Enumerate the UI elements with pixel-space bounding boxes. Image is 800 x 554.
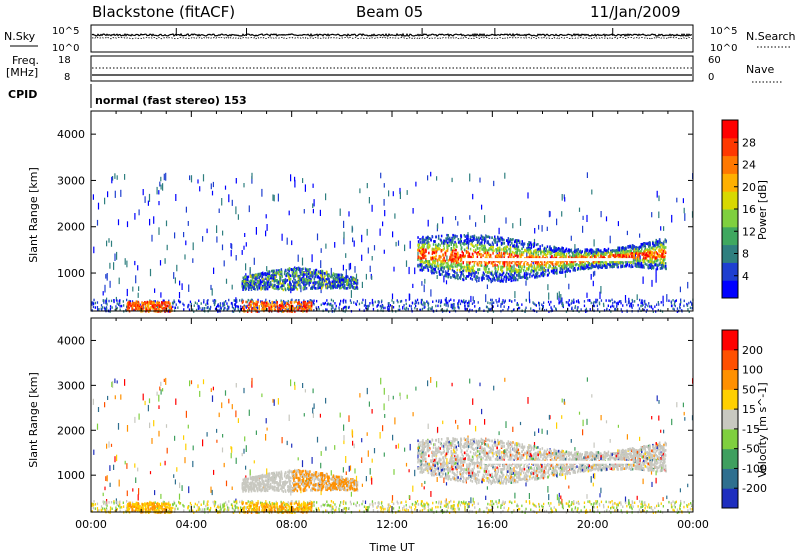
- power-colorbar-swatch: [722, 120, 738, 139]
- power-data-layer: [91, 171, 694, 313]
- noise-traces: [91, 28, 692, 40]
- power-colorbar-swatch: [722, 209, 738, 228]
- nsky-tick-top: 10^5: [52, 26, 79, 37]
- velocity-colorbar-swatch: [722, 389, 738, 410]
- velocity-panel: 1000 2000 3000 4000 00:00 04:00 08:00 12:00 16:…: [27, 317, 709, 554]
- freq-unit: [MHz]: [6, 66, 38, 79]
- power-colorbar-swatch: [722, 262, 738, 281]
- velocity-x-axis: 00:00 04:00 08:00 12:00 16:00 20:00 00:00: [75, 318, 709, 531]
- velocity-colorbar-tick: -15: [742, 423, 760, 436]
- power-colorbar-swatch: [722, 173, 738, 192]
- y-tick-label: 4000: [57, 334, 85, 347]
- velocity-ylabel: Slant Range [km]: [27, 372, 40, 468]
- power-colorbar-swatch: [722, 280, 738, 299]
- nsky-trace: [91, 32, 692, 38]
- beam-title: Beam 05: [356, 3, 423, 21]
- power-colorbar-tick: 16: [742, 203, 756, 216]
- velocity-colorbar: 200 100 50 15 -15 -50 -100 -200: [721, 329, 767, 509]
- velocity-colorbar-swatch: [722, 428, 738, 450]
- power-colorbar-tick: 28: [742, 136, 756, 149]
- nave-tick-bottom: 0: [708, 72, 714, 83]
- power-colorbar-swatch: [722, 191, 738, 210]
- power-ylabel: Slant Range [km]: [27, 167, 40, 263]
- power-colorbar-swatch: [722, 226, 738, 246]
- nave-tick-top: 60: [708, 55, 721, 66]
- freq-tick-top: 18: [58, 55, 71, 66]
- nsky-label: N.Sky: [4, 30, 36, 43]
- velocity-colorbar-tick: -100: [742, 462, 767, 475]
- power-colorbar-swatch: [722, 244, 738, 263]
- nsearch-label: N.Search: [746, 30, 796, 43]
- nsearch-tick-top: 10^5: [710, 26, 737, 37]
- velocity-data-layer: [91, 377, 694, 514]
- x-tick-label: 00:00: [677, 518, 709, 531]
- power-colorbar-label: Power [dB]: [756, 180, 769, 240]
- x-tick-label: 00:00: [75, 518, 107, 531]
- velocity-colorbar-swatch: [722, 369, 738, 390]
- power-colorbar-tick: 20: [742, 181, 756, 194]
- nsearch-tick-bottom: 10^0: [710, 43, 737, 54]
- cpid-label: CPID: [8, 88, 37, 101]
- x-tick-label: 04:00: [175, 518, 207, 531]
- x-tick-label: 12:00: [376, 518, 408, 531]
- freq-label: Freq.: [12, 54, 39, 67]
- time-axis-label: Time UT: [368, 541, 414, 554]
- power-colorbar-tick: 4: [742, 270, 749, 283]
- y-tick-label: 2000: [57, 221, 85, 234]
- y-tick-label: 1000: [57, 267, 85, 280]
- y-tick-label: 3000: [57, 379, 85, 392]
- velocity-colorbar-tick: -200: [742, 482, 767, 495]
- power-y-axis: 1000 2000 3000 4000: [57, 128, 693, 280]
- velocity-colorbar-swatch: [722, 448, 738, 469]
- nsearch-trace: [91, 36, 692, 40]
- x-tick-label: 16:00: [476, 518, 508, 531]
- velocity-y-axis: 1000 2000 3000 4000: [57, 334, 693, 482]
- power-colorbar: 28 24 20 16 12 8 4: [721, 119, 756, 299]
- power-colorbar-tick: 8: [742, 248, 749, 261]
- x-tick-label: 20:00: [577, 518, 609, 531]
- freq-tick-bottom: 8: [64, 72, 70, 83]
- freq-panel: Freq. [MHz] 18 8 60 0 Nave: [6, 54, 782, 83]
- power-panel: 1000 2000 3000 4000 Slant Range [km]: [27, 110, 694, 313]
- velocity-colorbar-swatch: [722, 409, 738, 430]
- velocity-colorbar-tick: 100: [742, 364, 763, 377]
- velocity-colorbar-swatch: [722, 330, 738, 351]
- cpid-text: normal (fast stereo) 153: [95, 94, 247, 107]
- y-tick-label: 2000: [57, 424, 85, 437]
- x-tick-label: 08:00: [276, 518, 308, 531]
- nave-label: Nave: [746, 63, 774, 76]
- power-colorbar-tick: 12: [742, 225, 756, 238]
- nsky-tick-bottom: 10^0: [52, 43, 79, 54]
- velocity-colorbar-swatch: [722, 488, 738, 509]
- noise-panel: N.Sky 10^5 10^0 10^5 10^0 N.Search: [4, 24, 796, 54]
- power-x-ticks: [90, 111, 694, 311]
- date-title: 11/Jan/2009: [590, 3, 681, 21]
- power-colorbar-swatch: [722, 137, 738, 157]
- power-colorbar-swatch: [722, 155, 738, 174]
- velocity-colorbar-tick: 50: [742, 383, 756, 396]
- velocity-colorbar-label: Velocity [m s^-1]: [756, 382, 769, 477]
- y-tick-label: 1000: [57, 469, 85, 482]
- freq-traces: [92, 67, 692, 76]
- velocity-colorbar-tick: 200: [742, 344, 763, 357]
- velocity-colorbar-swatch: [722, 349, 738, 371]
- velocity-colorbar-tick: -50: [742, 443, 760, 456]
- station-title: Blackstone (fitACF): [92, 3, 235, 21]
- velocity-colorbar-tick: 15: [742, 403, 756, 416]
- power-colorbar-tick: 24: [742, 159, 756, 172]
- y-tick-label: 4000: [57, 128, 85, 141]
- velocity-colorbar-swatch: [722, 468, 738, 489]
- y-tick-label: 3000: [57, 174, 85, 187]
